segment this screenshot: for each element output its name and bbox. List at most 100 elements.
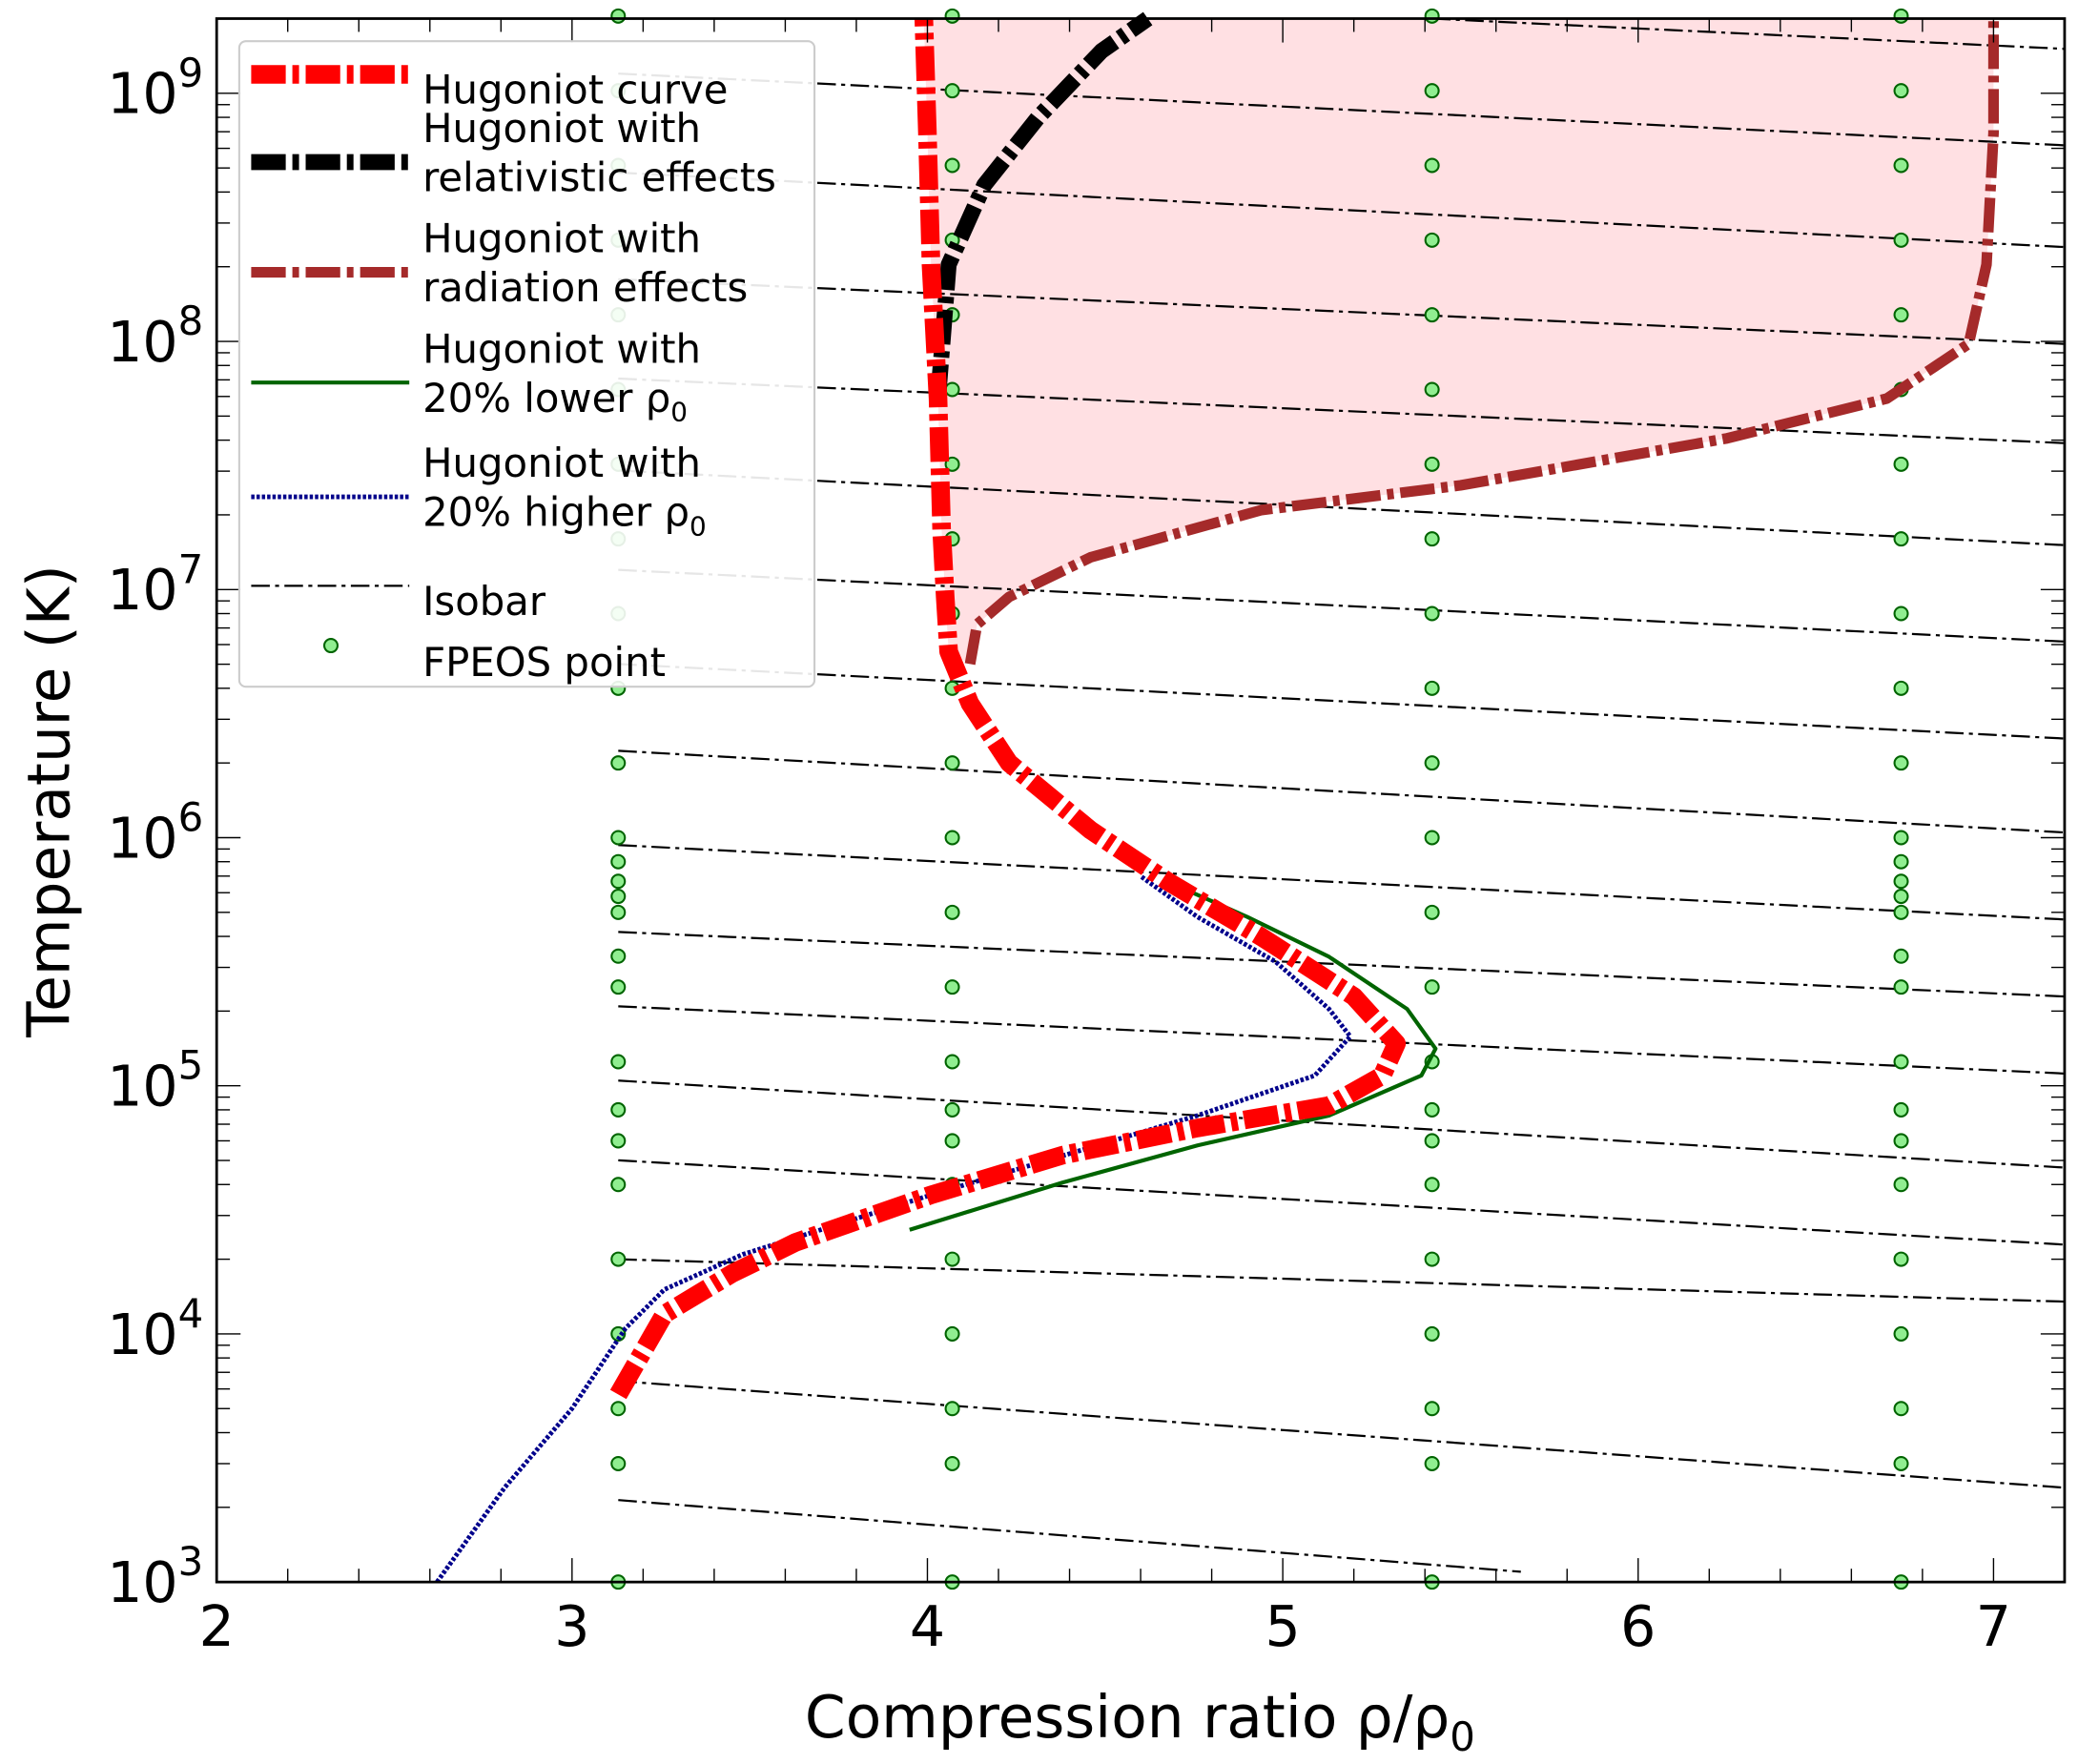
legend-label-2: 20% lower ρ0	[422, 375, 688, 428]
isobar-line-8	[618, 749, 2066, 834]
isobar-line-1	[618, 1380, 2066, 1489]
isobar-line-15	[618, 72, 2066, 147]
fpeos-point	[1424, 157, 1440, 174]
fpeos-point	[1424, 83, 1440, 99]
x-tick-label: 2	[199, 1594, 235, 1659]
axes: 2 3 4 5 6 7 103 104 105 106 107 108 109	[107, 17, 2067, 1659]
fpeos-point	[1424, 1177, 1440, 1193]
legend-label: Hugoniot with	[422, 440, 701, 486]
fpeos-point	[1424, 381, 1440, 398]
y-tick-label: 106	[107, 794, 203, 872]
fpeos-point	[1893, 307, 1909, 323]
y-axis-label: Temperature (K)	[16, 564, 84, 1038]
fpeos-point	[1893, 853, 1909, 870]
fpeos-point	[944, 1401, 960, 1417]
fpeos-point	[1893, 680, 1909, 696]
y-tick-label: 104	[107, 1290, 203, 1367]
isobar-line-10	[618, 568, 2066, 643]
fpeos-point	[944, 830, 960, 846]
relativistic-curve	[930, 11, 1153, 400]
fpeos-points-layer	[610, 8, 1909, 1590]
isobar-layer	[618, 17, 2066, 1573]
higher_rho0-curve	[435, 873, 1353, 1584]
isobar-line-0	[618, 1499, 1521, 1573]
x-tick-label: 3	[554, 1594, 589, 1659]
fpeos-point	[1424, 456, 1440, 472]
fpeos-point	[1893, 531, 1909, 547]
legend-item-fpeos: FPEOS point	[322, 638, 666, 686]
fpeos-point	[944, 1133, 960, 1149]
fpeos-point	[1893, 8, 1909, 24]
fpeos-point	[610, 1101, 627, 1118]
fpeos-point	[1424, 531, 1440, 547]
fpeos-point	[1424, 1455, 1440, 1472]
fpeos-point	[1424, 830, 1440, 846]
fpeos-point	[944, 8, 960, 24]
fpeos-point	[1424, 1133, 1440, 1149]
fpeos-point	[944, 157, 960, 174]
x-tick-label: 7	[1976, 1594, 2011, 1659]
legend-label: FPEOS point	[422, 639, 666, 686]
legend-label: Hugoniot curve	[422, 67, 728, 113]
fpeos-point	[1893, 1251, 1909, 1267]
legend-label: Isobar	[422, 578, 546, 625]
fpeos-point	[1893, 979, 1909, 995]
legend-label-2: radiation effects	[422, 264, 748, 311]
fpeos-point	[944, 1325, 960, 1342]
fpeos-point	[944, 979, 960, 995]
fpeos-point	[1424, 8, 1440, 24]
y-tick-label: 103	[107, 1538, 203, 1615]
isobar-line-3	[618, 1159, 2066, 1246]
isobar-line-2	[618, 1258, 2065, 1303]
isobar-line-16	[1431, 17, 2066, 51]
legend-label: Hugoniot with	[422, 215, 701, 262]
fpeos-point	[1424, 755, 1440, 771]
legend-item-isobar: Isobar	[251, 578, 546, 625]
x-axis-label: Compression ratio ρ/ρ0	[805, 1684, 1475, 1760]
legend-label-2: 20% higher ρ0	[422, 489, 707, 543]
legend-box	[237, 40, 816, 688]
legend-marker	[322, 638, 339, 654]
y-tick-label: 105	[107, 1042, 203, 1119]
y-tick-label: 109	[107, 50, 203, 127]
fpeos-point	[1424, 979, 1440, 995]
y-tick-label: 107	[107, 545, 203, 623]
x-tick-label: 5	[1265, 1594, 1301, 1659]
isobar-line-11	[618, 469, 2066, 546]
fpeos-point	[610, 904, 627, 920]
fpeos-point	[1424, 605, 1440, 622]
fpeos-point	[610, 1177, 627, 1193]
fpeos-point	[1424, 1325, 1440, 1342]
fpeos-point	[1893, 1401, 1909, 1417]
fpeos-point	[1424, 1251, 1440, 1267]
fpeos-point	[1893, 889, 1909, 905]
hugoniot-curve	[609, 18, 1407, 1400]
fpeos-point	[1893, 1325, 1909, 1342]
y-tick-label: 108	[107, 297, 203, 375]
x-tick-label: 4	[910, 1594, 945, 1659]
legend-item-hugoniot: Hugoniot curve	[251, 65, 728, 113]
isobar-line-4	[618, 1079, 2066, 1169]
isobar-line-5	[618, 1005, 2066, 1075]
fpeos-point	[610, 8, 627, 24]
fpeos-point	[610, 1325, 627, 1342]
fpeos-point	[1893, 1455, 1909, 1472]
fpeos-point	[944, 1455, 960, 1472]
fpeos-point	[610, 830, 627, 846]
legend-label: Hugoniot with	[422, 325, 701, 372]
fpeos-point	[610, 1455, 627, 1472]
fpeos-point	[1893, 904, 1909, 920]
fpeos-point	[1893, 873, 1909, 890]
fpeos-point	[610, 853, 627, 870]
isobar-line-7	[618, 844, 2066, 921]
legend-label: Hugoniot with	[422, 105, 701, 152]
fpeos-point	[1893, 1101, 1909, 1118]
isobar-line-13	[618, 277, 2066, 345]
fpeos-point	[610, 1251, 627, 1267]
fpeos-point	[1893, 1177, 1909, 1193]
